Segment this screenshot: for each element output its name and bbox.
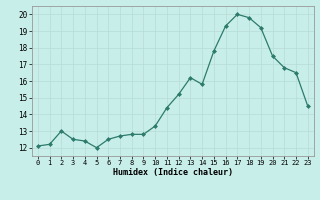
X-axis label: Humidex (Indice chaleur): Humidex (Indice chaleur): [113, 168, 233, 177]
